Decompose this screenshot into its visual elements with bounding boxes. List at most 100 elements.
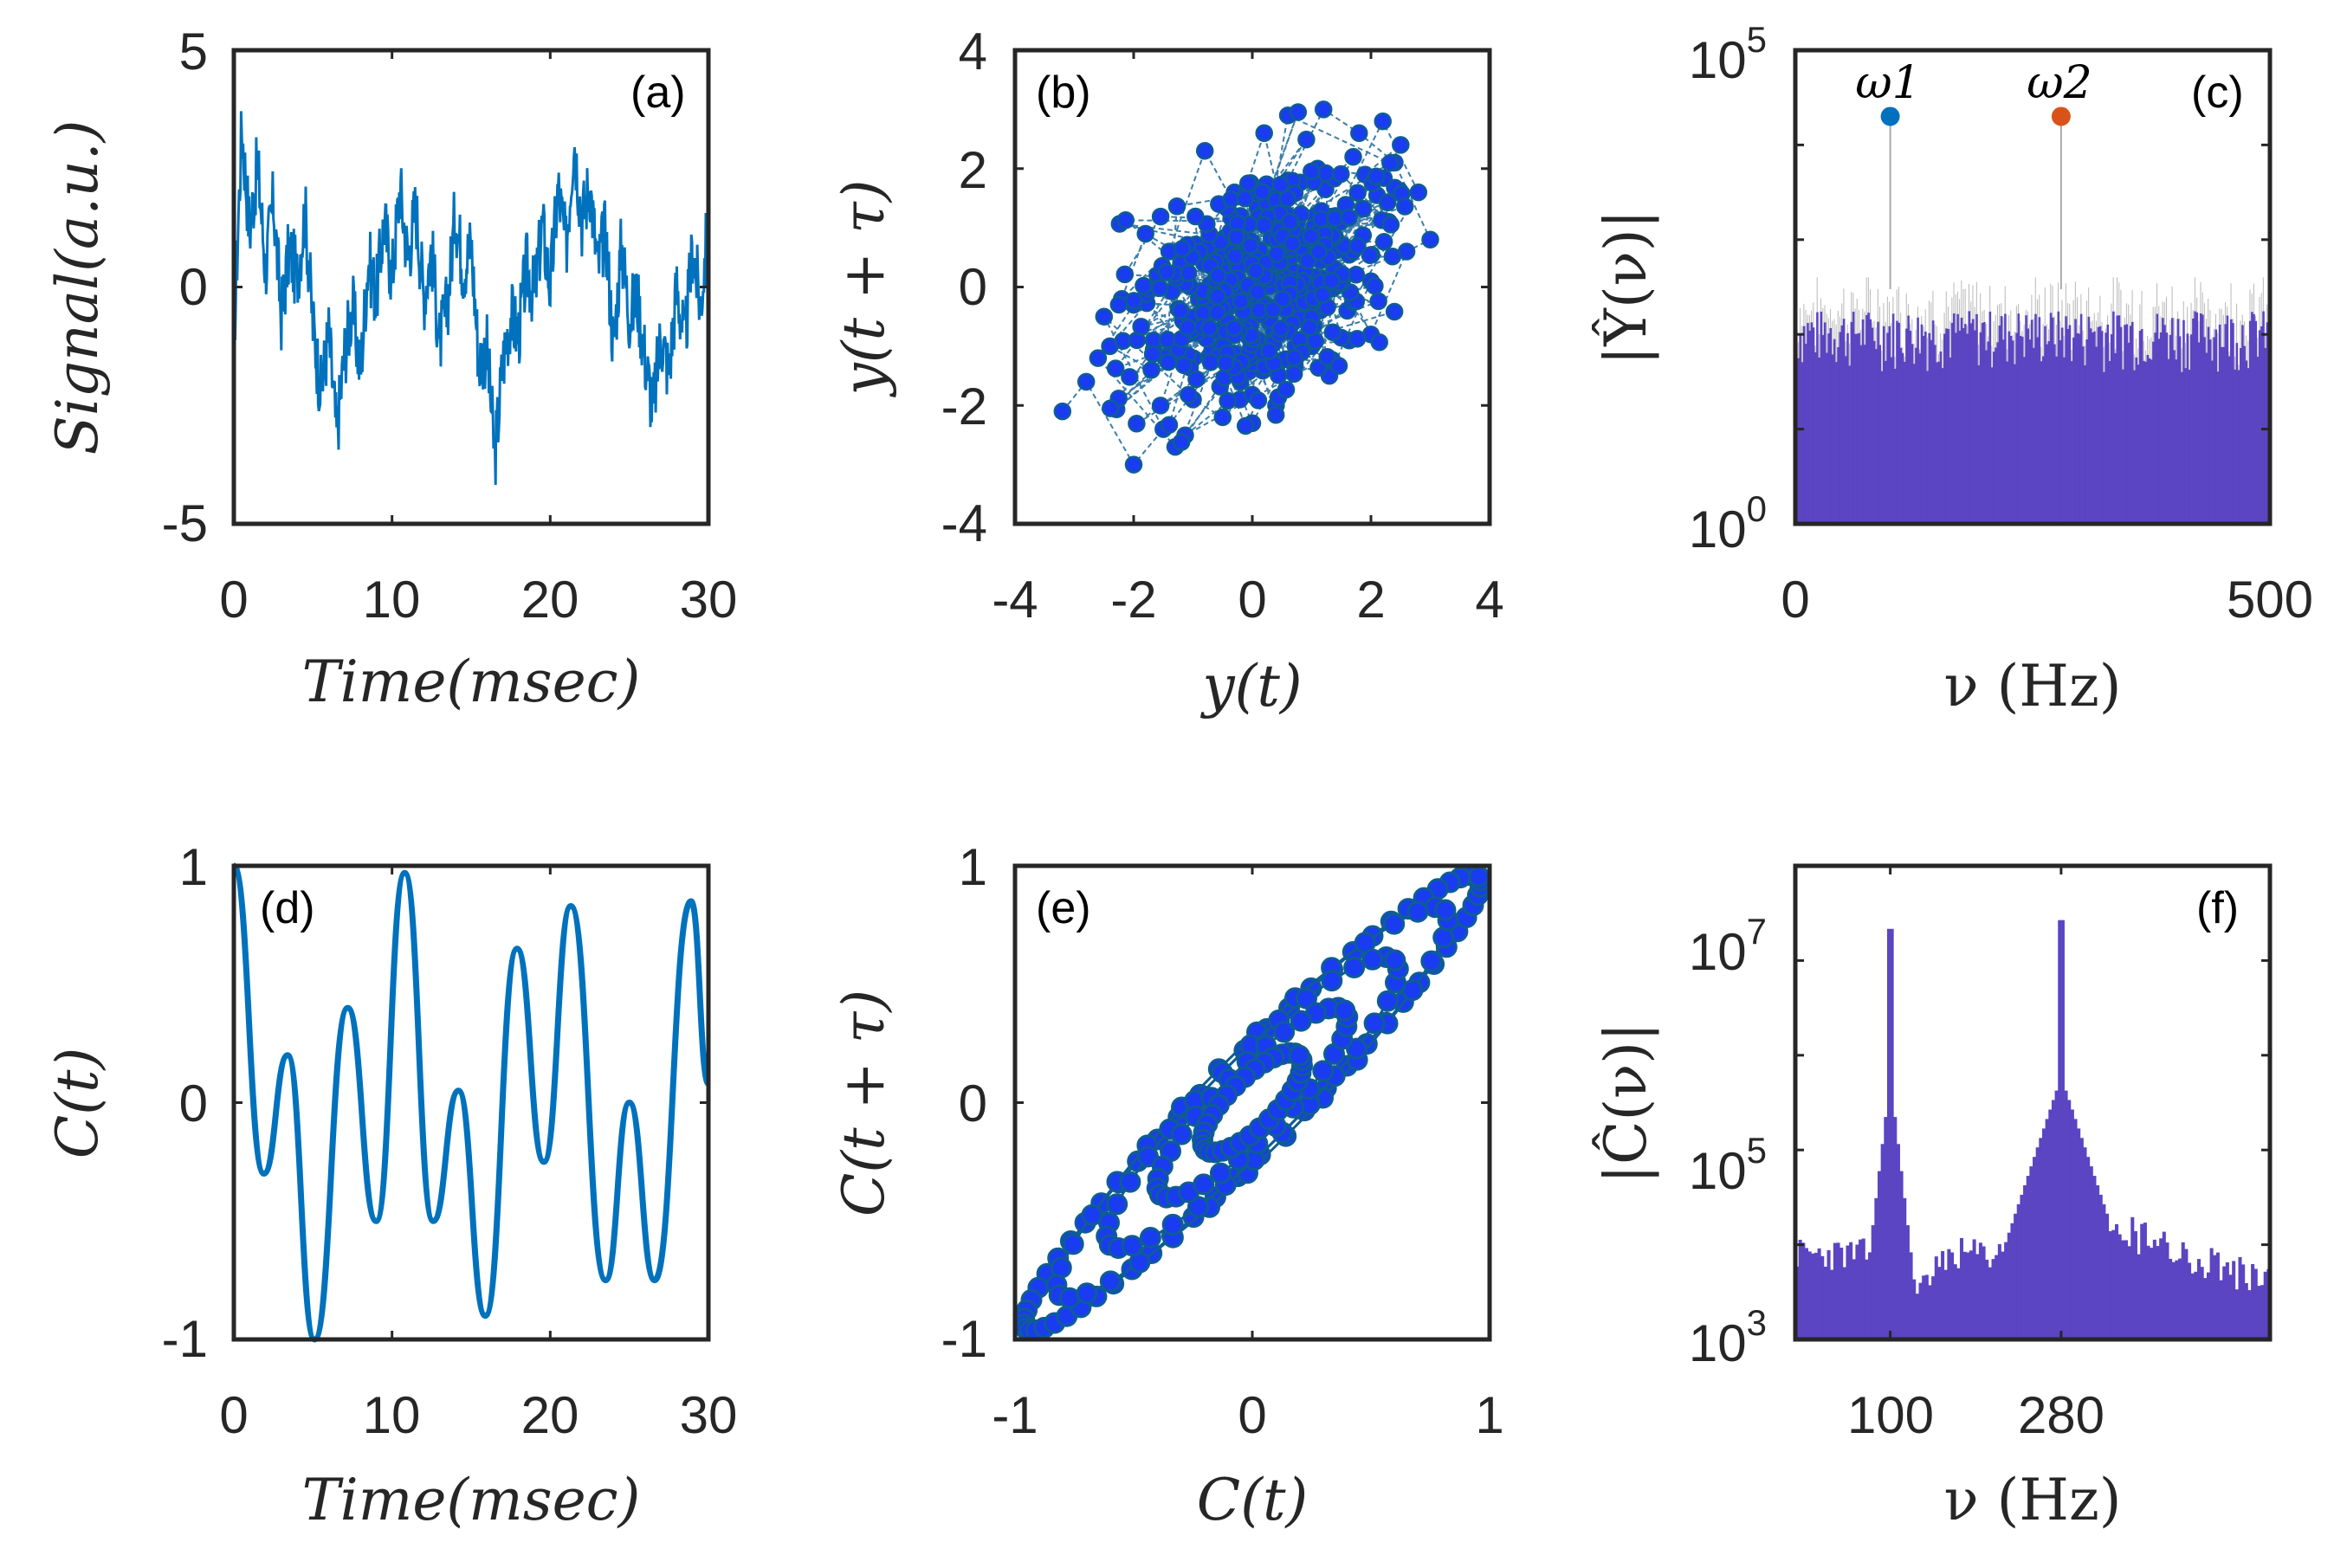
panel-b-point <box>1225 247 1245 266</box>
panel-b-point <box>1323 323 1342 341</box>
panel-c-bar <box>2117 315 2121 524</box>
panel-c-bar <box>1839 332 1842 524</box>
panel-b-point <box>1249 391 1268 410</box>
panel-f-bar <box>2206 1272 2210 1339</box>
panel-c-bar <box>1960 317 1963 524</box>
panel-c-bar <box>1918 353 1922 524</box>
panel-c-bar <box>2199 313 2202 524</box>
panel-c-bar <box>1872 340 1876 524</box>
panel-b-point <box>1374 112 1392 131</box>
panel-b-point <box>1077 372 1096 391</box>
panel-c-bar <box>1835 362 1838 524</box>
panel-c-ytick-exp: 5 <box>1747 19 1767 60</box>
panel-c-bar <box>1974 330 1976 524</box>
panel-f-bar <box>1868 1252 1872 1339</box>
panel-b-point <box>1303 162 1321 181</box>
panel-c-bar <box>2167 358 2170 524</box>
panel-c-bar <box>2105 332 2107 524</box>
panel-c-bar <box>2264 347 2267 524</box>
panel-e-point <box>1076 1282 1098 1305</box>
panel-c-bar <box>2060 327 2064 524</box>
panel-c-bar <box>2154 332 2156 524</box>
panel-c-bar <box>2127 342 2130 524</box>
panel-c-bar <box>2020 336 2024 524</box>
panel-b-point <box>1102 399 1120 417</box>
panel-f-bar <box>1833 1242 1837 1339</box>
panel-c-marker-dot <box>1880 106 1900 126</box>
panel-c-bar <box>2137 365 2140 524</box>
panel-c-bar <box>2085 339 2088 524</box>
panel-e-ytick: 1 <box>959 838 987 896</box>
panel-c-bar <box>1941 368 1944 524</box>
panel-b-point <box>1366 277 1384 295</box>
panel-e-point <box>1334 999 1356 1022</box>
panel-c-bar <box>1807 323 1809 524</box>
panel-f-bar <box>1807 1251 1812 1339</box>
panel-c-bar <box>2047 341 2051 524</box>
panel-e-point <box>1121 1235 1143 1257</box>
panel-f-bar <box>2222 1266 2227 1339</box>
panel-f-bar <box>1978 1242 1982 1339</box>
panel-c-bar <box>2180 371 2183 524</box>
panel-c-bar <box>2065 316 2067 524</box>
panel-b-point <box>1246 261 1265 281</box>
panel-c-bar <box>2205 352 2208 524</box>
panel-b-point <box>1268 245 1286 263</box>
panel-b-point <box>1329 357 1348 375</box>
panel-c-bar <box>2004 313 2007 524</box>
panel-c-bar <box>2066 329 2070 524</box>
panel-c-bar <box>2192 318 2195 524</box>
panel-a-xtick: 0 <box>219 571 248 629</box>
panel-b-point <box>1421 230 1439 249</box>
panel-f-bar <box>2253 1268 2258 1339</box>
panel-c-bar <box>2051 317 2054 524</box>
panel-c-bar <box>2023 357 2026 524</box>
panel-c-bar <box>2106 324 2110 524</box>
panel-b-xtick: 2 <box>1356 571 1385 629</box>
panel-b-point <box>1381 153 1400 172</box>
panel-f-ytick: 103 <box>1689 1302 1767 1372</box>
panel-b-point <box>1248 283 1267 301</box>
panel-f-bar <box>2051 1100 2055 1339</box>
panel-c-bar <box>1840 325 1844 524</box>
panel-f-bar <box>1918 1282 1923 1339</box>
panel-c-bar <box>2258 330 2261 524</box>
panel-f-bar <box>2200 1267 2204 1339</box>
panel-f-bar <box>2228 1274 2233 1339</box>
panel-f-bar <box>1943 1269 1948 1339</box>
panel-f-bar <box>2190 1273 2195 1339</box>
panel-f-bar <box>1871 1225 1875 1339</box>
panel-c-bar <box>2025 315 2027 524</box>
panel-b-point <box>1136 224 1154 243</box>
panel-c-bar <box>1966 333 1969 524</box>
panel-c-marker-label: ω2 <box>2027 57 2092 109</box>
panel-c-bar <box>2178 336 2182 524</box>
panel-c-bar <box>1850 321 1853 524</box>
panel-c-bar <box>1891 313 1895 524</box>
panel-e-point <box>1312 1060 1335 1082</box>
panel-f-bar <box>2014 1213 2018 1339</box>
panel-e-xlabel: C(t) <box>1197 1467 1309 1533</box>
panel-c-bar <box>1863 345 1866 524</box>
panel-f-bar <box>1903 1197 1907 1339</box>
panel-c-bar <box>1979 332 1982 524</box>
panel-e-point <box>1406 900 1429 923</box>
panel-f-xtick: 280 <box>2018 1386 2105 1444</box>
panel-b-point <box>1348 330 1367 348</box>
panel-f-bar <box>1988 1267 1992 1339</box>
panel-c-bar <box>2040 361 2043 524</box>
panel-f-bar <box>2234 1289 2239 1339</box>
panel-c-bar <box>1968 311 1971 524</box>
panel-c-xtick: 0 <box>1781 571 1809 629</box>
panel-e-point <box>1058 1287 1081 1309</box>
panel-c-bar <box>1909 331 1912 524</box>
panel-c-bar <box>2234 369 2236 524</box>
panel-f-bar <box>2004 1242 2008 1339</box>
panel-a-ytick: 5 <box>179 23 208 81</box>
panel-b-point <box>1383 248 1402 266</box>
panel-c-bar <box>1844 356 1847 524</box>
panel-c-bar <box>1890 357 1893 524</box>
panel-f-bar <box>2079 1138 2084 1339</box>
panel-f-bar <box>2035 1147 2040 1339</box>
panel-c-bar <box>1875 349 1878 524</box>
